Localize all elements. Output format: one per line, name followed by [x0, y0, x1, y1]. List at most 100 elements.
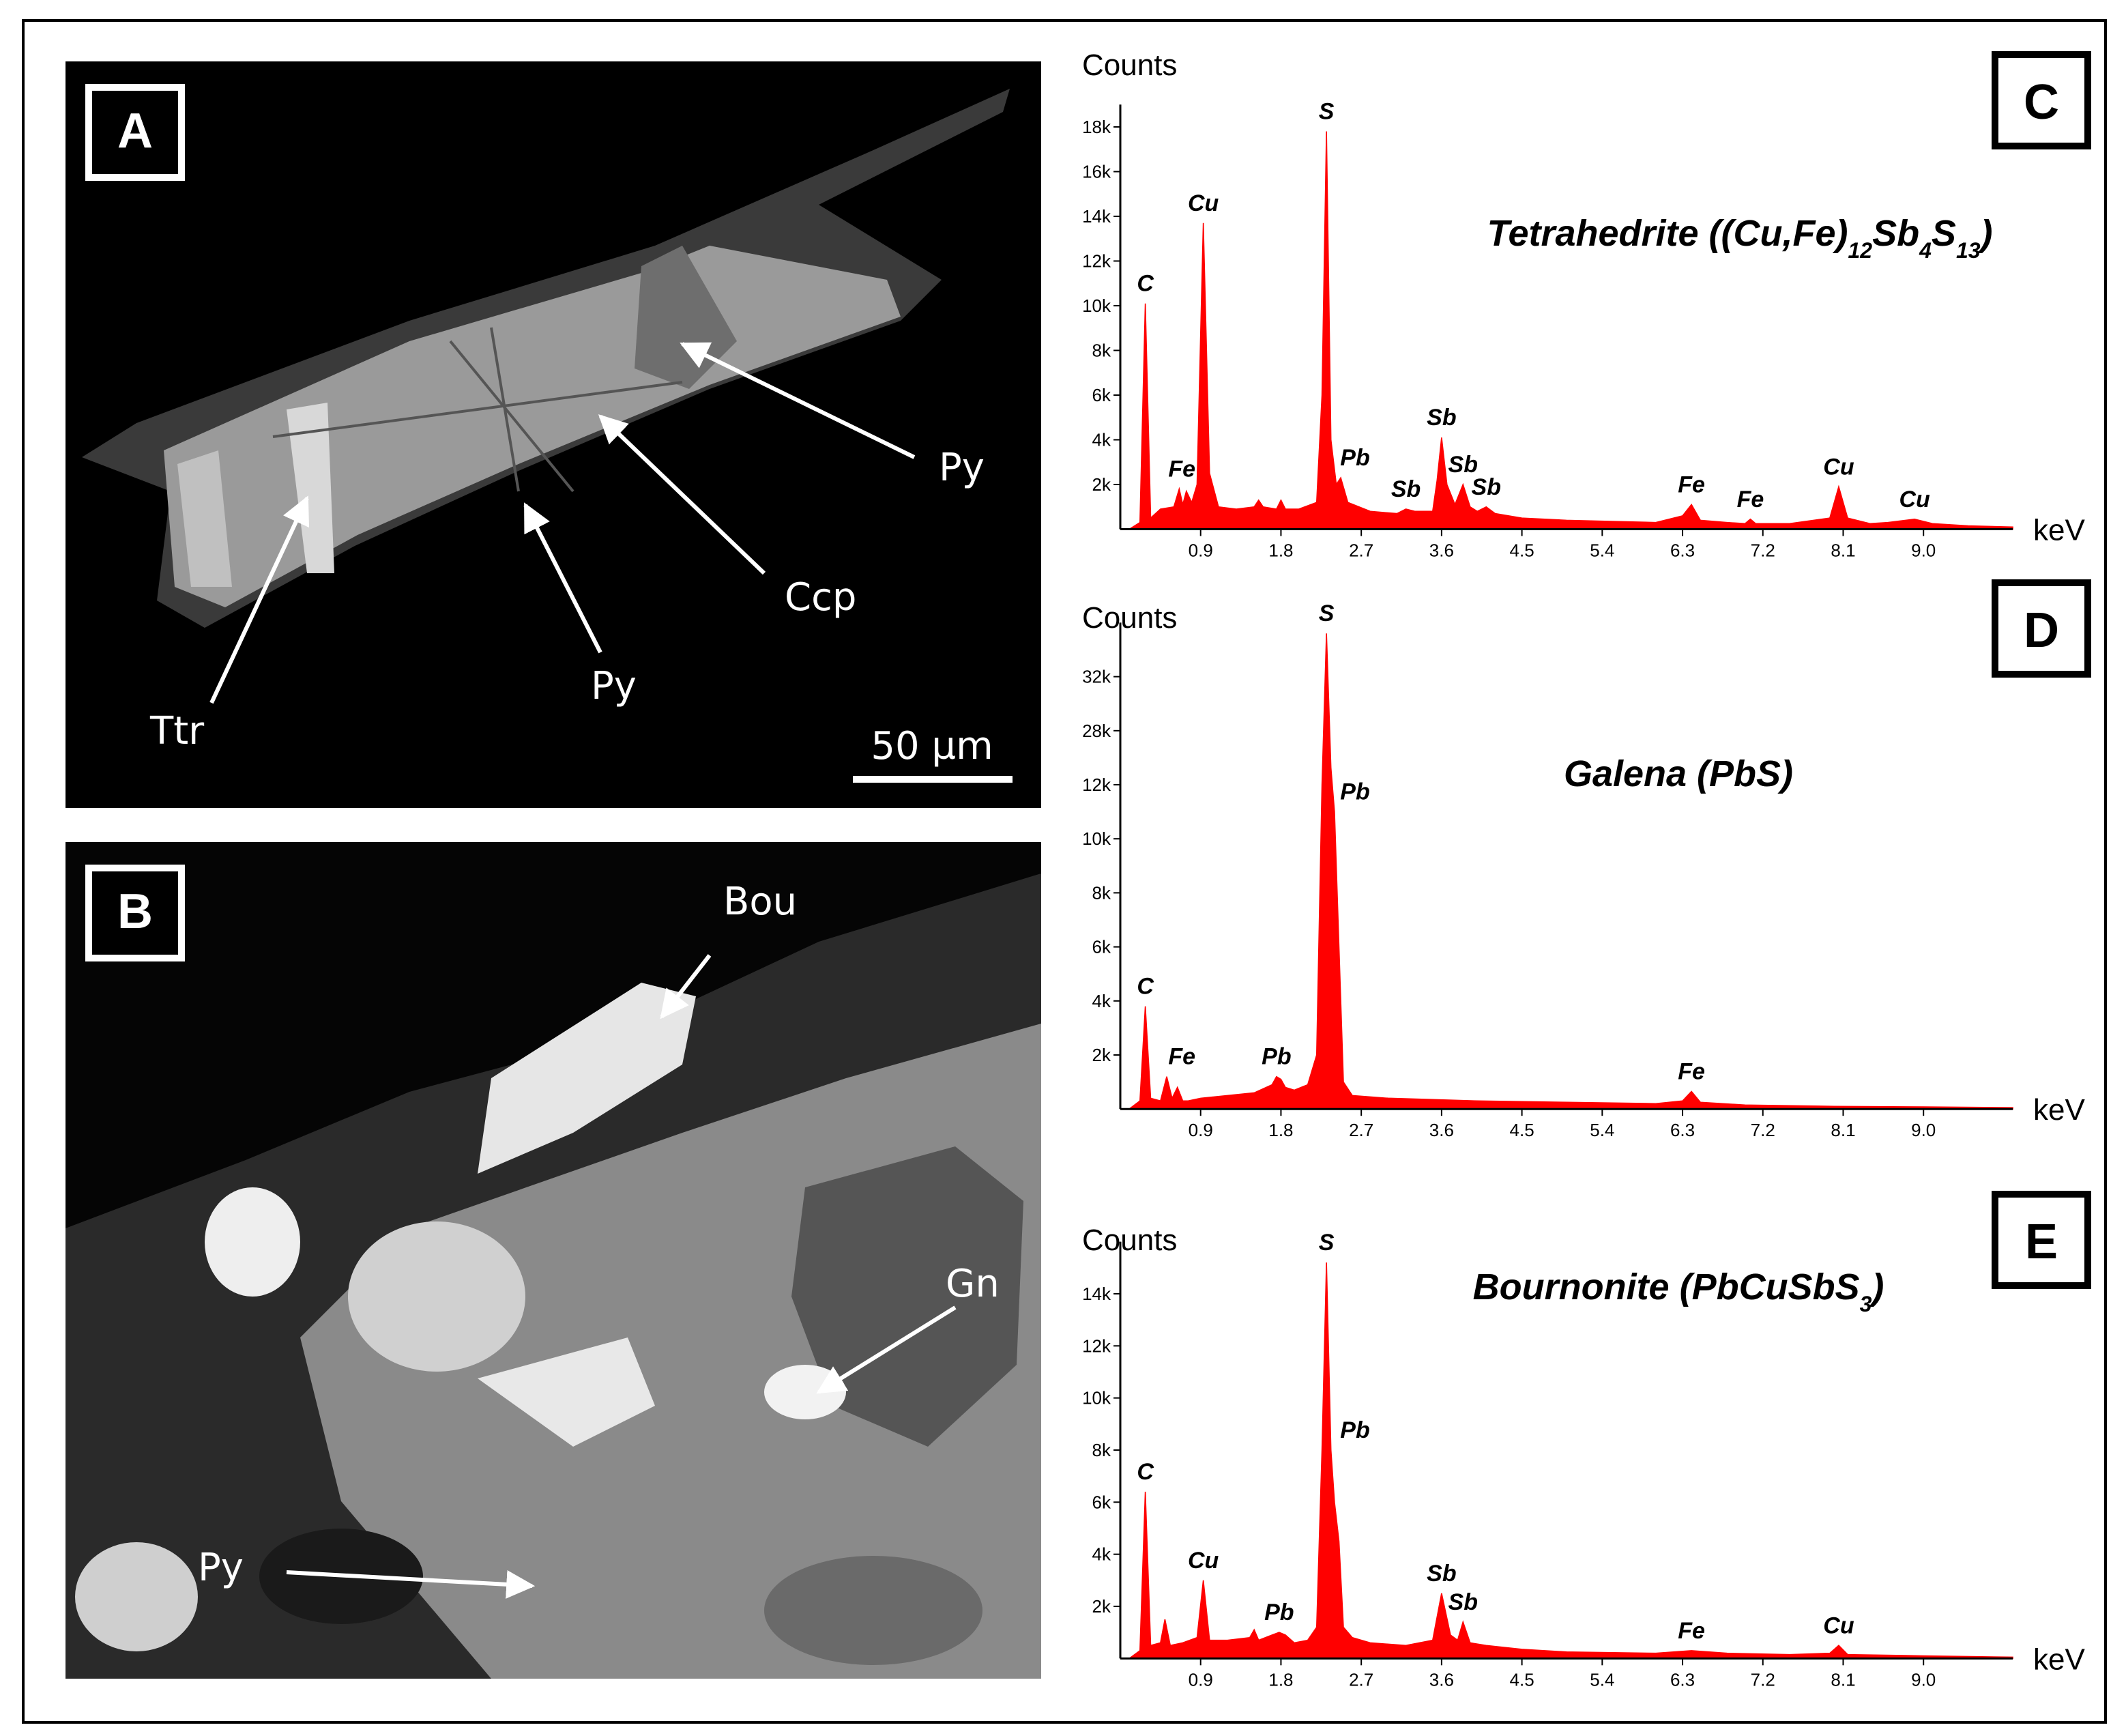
peak-label: Fe [1678, 1618, 1705, 1644]
y-tick-label: 6k [1092, 937, 1111, 957]
peak-label: Cu [1188, 1548, 1219, 1574]
x-tick-label: 2.7 [1349, 1120, 1373, 1140]
sem-image-a [65, 61, 1041, 808]
y-tick-label: 32k [1082, 667, 1111, 687]
y-tick-label: 8k [1092, 1440, 1111, 1460]
y-tick-label: 2k [1092, 1596, 1111, 1617]
peak-label: Sb [1448, 452, 1478, 478]
x-tick-label: 3.6 [1429, 1669, 1454, 1690]
x-tick-label: 8.1 [1831, 540, 1855, 561]
title-part: ) [1977, 213, 1993, 254]
peak-label: Cu [1823, 1612, 1854, 1638]
y-tick-label: 14k [1082, 206, 1111, 227]
peak-label: S [1319, 601, 1335, 626]
y-tick-label: 18k [1082, 117, 1111, 137]
x-tick-label: 9.0 [1911, 1120, 1936, 1140]
mineral-label: Bou [723, 880, 797, 924]
arrows-b [286, 954, 957, 1599]
peak-label: Sb [1427, 1561, 1456, 1587]
y-tick-label: 10k [1082, 828, 1111, 849]
peak-label: Cu [1899, 487, 1930, 512]
peak-label: Cu [1188, 190, 1219, 216]
x-tick-label: 4.5 [1510, 1669, 1534, 1690]
peak-label: Pb [1340, 1417, 1369, 1443]
peak-label: S [1319, 99, 1335, 125]
peak-label: Sb [1391, 476, 1421, 502]
x-tick-label: 8.1 [1831, 1669, 1855, 1690]
x-axis-label: keV [2033, 514, 2085, 547]
sem-image-b [65, 842, 1041, 1679]
x-tick-label: 5.4 [1590, 1120, 1614, 1140]
peak-label: Fe [1678, 1058, 1705, 1084]
x-tick-label: 0.9 [1189, 540, 1213, 561]
x-tick-label: 1.8 [1268, 1669, 1293, 1690]
y-axis-label: Counts [1082, 1224, 1177, 1257]
y-tick-label: 4k [1092, 991, 1111, 1011]
scale-bar-label: 50 µm [871, 724, 993, 768]
panel-label: A [117, 104, 153, 158]
title-part: Tetrahedrite ((Cu,Fe) [1487, 213, 1848, 254]
y-tick-label: 14k [1082, 1284, 1111, 1304]
peak-label: C [1137, 271, 1154, 297]
y-tick-label: 4k [1092, 430, 1111, 450]
x-tick-label: 9.0 [1911, 1669, 1936, 1690]
chart-title: Galena (PbS) [1564, 753, 1793, 794]
y-tick-label: 12k [1082, 251, 1111, 272]
y-axis-label: Counts [1082, 601, 1177, 635]
y-tick-label: 10k [1082, 1388, 1111, 1408]
peak-label: Pb [1262, 1044, 1291, 1070]
peak-label: Pb [1340, 779, 1369, 805]
panel-label-box [85, 84, 185, 181]
y-tick-label: 12k [1082, 1335, 1111, 1356]
x-axis-label: keV [2033, 1643, 2085, 1676]
y-tick-label: 12k [1082, 775, 1111, 795]
spectrum-area [1127, 131, 2013, 530]
peak-label: Fe [1737, 487, 1764, 512]
peak-label: Fe [1168, 1044, 1195, 1070]
peak-label: Sb [1448, 1589, 1478, 1615]
panel-label-box [85, 865, 185, 961]
title-part: 13 [1956, 238, 1981, 263]
mineral-label: Py [198, 1546, 244, 1590]
spectrum-area [1127, 633, 2013, 1110]
chart-title: Tetrahedrite ((Cu,Fe)12Sb4S13) [1487, 213, 1992, 263]
y-tick-label: 10k [1082, 295, 1111, 316]
peak-label: S [1319, 1230, 1335, 1256]
arrows-a [209, 342, 916, 704]
chart-title: Bournonite (PbCuSbS3) [1473, 1267, 1884, 1316]
y-tick-label: 6k [1092, 385, 1111, 405]
y-axis-label: Counts [1082, 48, 1177, 82]
x-axis-label: keV [2033, 1093, 2085, 1127]
y-tick-label: 8k [1092, 882, 1111, 903]
y-tick-label: 8k [1092, 341, 1111, 361]
panel-label: C [2024, 75, 2059, 130]
x-tick-label: 0.9 [1189, 1120, 1213, 1140]
title-part: 12 [1848, 238, 1873, 263]
peak-label: Fe [1678, 472, 1705, 497]
panel-label-box [1992, 51, 2091, 149]
mineral-label: Gn [946, 1262, 1000, 1306]
x-tick-label: 8.1 [1831, 1120, 1855, 1140]
x-tick-label: 6.3 [1670, 540, 1695, 561]
y-tick-label: 4k [1092, 1544, 1111, 1565]
y-tick-label: 28k [1082, 721, 1111, 741]
mineral-label: Ttr [149, 709, 205, 753]
peak-label: Sb [1472, 474, 1501, 500]
mineral-label: Py [939, 446, 985, 490]
y-tick-label: 2k [1092, 474, 1111, 495]
x-tick-label: 7.2 [1751, 1120, 1775, 1140]
x-tick-label: 9.0 [1911, 540, 1936, 561]
title-part: 3 [1860, 1292, 1872, 1316]
y-tick-label: 6k [1092, 1492, 1111, 1512]
title-part: S [1932, 213, 1956, 254]
x-tick-label: 6.3 [1670, 1120, 1695, 1140]
title-part: Bournonite (PbCuSbS [1473, 1267, 1860, 1307]
peak-label: Fe [1168, 457, 1195, 482]
peak-label: Sb [1427, 405, 1456, 431]
x-tick-label: 1.8 [1268, 540, 1293, 561]
peak-label: C [1137, 974, 1154, 1000]
x-tick-label: 3.6 [1429, 1120, 1454, 1140]
panel-label: E [2025, 1215, 2058, 1269]
